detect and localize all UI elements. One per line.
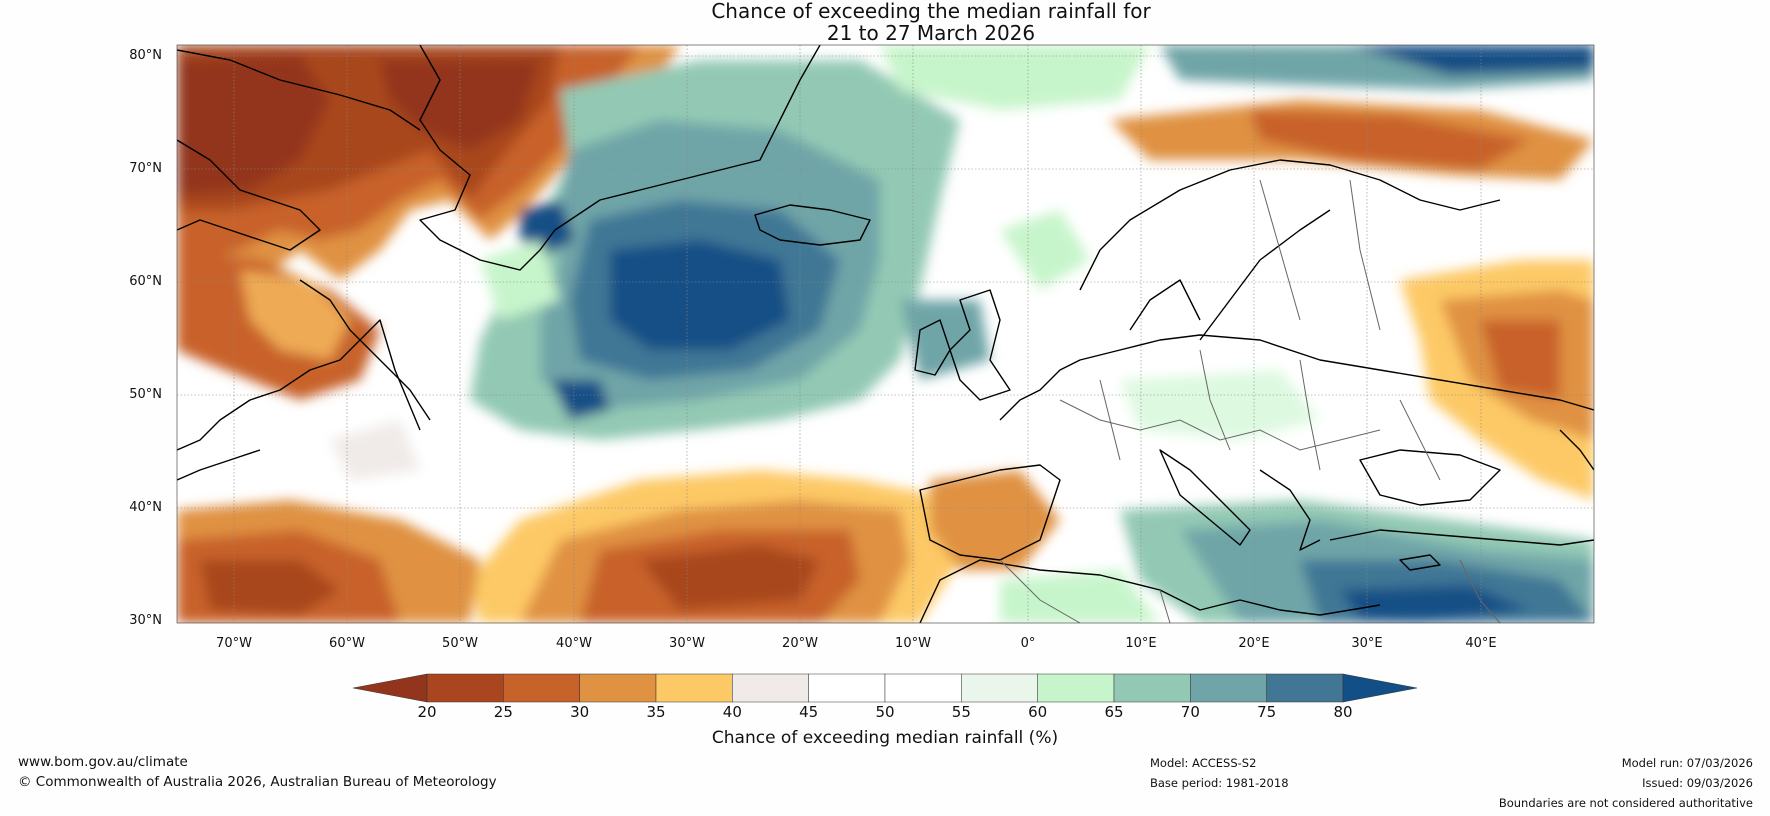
lon-label-20e: 20°E — [1238, 636, 1270, 651]
colorbar-tick: 35 — [646, 703, 666, 721]
lon-label-0: 0° — [1020, 636, 1036, 651]
map-title-line-2: 21 to 27 March 2026 — [826, 21, 1036, 45]
footer-copyright: © Commonwealth of Australia 2026, Austra… — [18, 774, 497, 790]
lon-label-30w: 30°W — [669, 636, 705, 651]
colorbar-tick: 30 — [570, 703, 590, 721]
footer-website[interactable]: www.bom.gov.au/climate — [18, 754, 188, 770]
lon-label-10e: 10°E — [1125, 636, 1157, 651]
colorbar-tick: 65 — [1104, 703, 1124, 721]
colorbar-label: Chance of exceeding median rainfall (%) — [711, 728, 1059, 748]
lon-label-50w: 50°W — [442, 636, 478, 651]
lon-label-20w: 20°W — [782, 636, 818, 651]
colorbar-tick: 25 — [493, 703, 513, 721]
footer-base-period: Base period: 1981-2018 — [1150, 776, 1289, 790]
lat-label-80n: 80°N — [129, 48, 162, 63]
colorbar-tick: 40 — [722, 703, 742, 721]
footer-disclaimer: Boundaries are not considered authoritat… — [1498, 796, 1753, 810]
lat-label-30n: 30°N — [129, 613, 162, 628]
rainfall-map — [176, 44, 1595, 624]
country-borders — [999, 179, 1501, 623]
colorbar-tick: 80 — [1333, 703, 1353, 721]
colorbar-tick: 45 — [799, 703, 819, 721]
colorbar-tick: 60 — [1028, 703, 1048, 721]
colorbar-tick: 20 — [417, 703, 437, 721]
lon-label-40e: 40°E — [1465, 636, 1497, 651]
footer-issued: Issued: 09/03/2026 — [1642, 776, 1753, 790]
lon-label-60w: 60°W — [329, 636, 365, 651]
lon-label-70w: 70°W — [216, 636, 252, 651]
lat-label-70n: 70°N — [129, 161, 162, 176]
colorbar-tick: 75 — [1257, 703, 1277, 721]
map-gridlines — [177, 45, 1594, 623]
colorbar-tick: 50 — [875, 703, 895, 721]
footer-model-run: Model run: 07/03/2026 — [1621, 756, 1753, 770]
colorbar-tick: 70 — [1180, 703, 1200, 721]
lon-label-30e: 30°E — [1351, 636, 1383, 651]
lat-label-50n: 50°N — [129, 387, 162, 402]
lat-label-60n: 60°N — [129, 274, 162, 289]
colorbar-tick: 55 — [951, 703, 971, 721]
lon-label-10w: 10°W — [895, 636, 931, 651]
map-title-line-1: Chance of exceeding the median rainfall … — [711, 0, 1151, 23]
lon-label-40w: 40°W — [556, 636, 592, 651]
footer-model: Model: ACCESS-S2 — [1150, 756, 1257, 770]
lat-label-40n: 40°N — [129, 500, 162, 515]
